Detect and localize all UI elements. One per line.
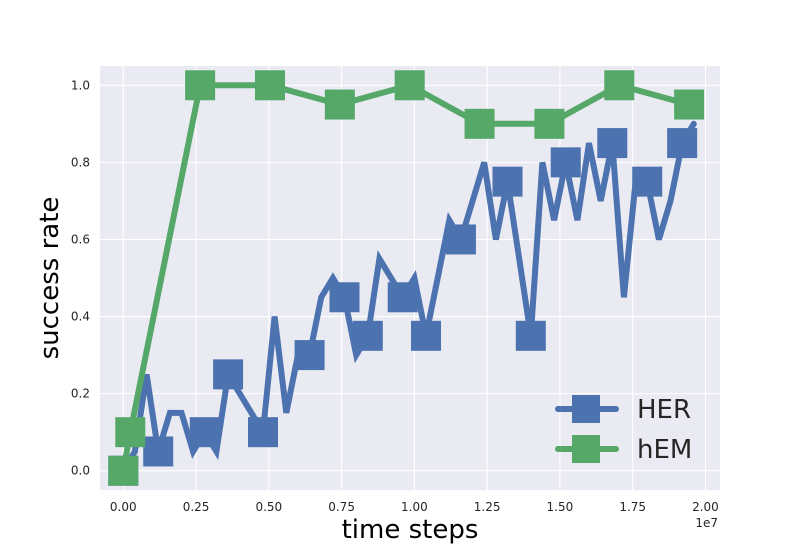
x-tick-label: 0.25 (183, 500, 210, 514)
data-point-hem (394, 70, 425, 101)
data-point-her (189, 417, 220, 448)
legend-marker-hem (572, 435, 600, 463)
x-tick-label: 1.25 (474, 500, 501, 514)
legend-entry-her: HER (555, 395, 691, 425)
x-tick-label: 1.75 (619, 500, 646, 514)
legend-label-hem: hEM (637, 435, 692, 465)
data-point-hem (324, 89, 355, 120)
data-point-hem (108, 455, 139, 486)
data-point-her (352, 320, 383, 351)
x-tick-label: 1.50 (547, 500, 574, 514)
data-point-her (445, 224, 476, 255)
legend-marker-her (572, 395, 600, 423)
x-tick-label: 2.00 (692, 500, 719, 514)
data-point-her (515, 320, 546, 351)
data-point-her (387, 282, 418, 313)
data-point-her (632, 166, 663, 197)
data-point-hem (464, 108, 495, 139)
data-point-her (213, 359, 244, 390)
data-point-her (492, 166, 523, 197)
data-point-hem (534, 108, 565, 139)
data-point-her (248, 417, 279, 448)
x-tick-label: 0.75 (328, 500, 355, 514)
y-tick-label: 0.6 (71, 232, 90, 246)
data-point-hem (115, 417, 146, 448)
series-markers (108, 70, 705, 486)
x-tick-label: 0.00 (110, 500, 137, 514)
data-point-her (667, 128, 698, 159)
data-point-her (294, 340, 325, 371)
data-point-her (550, 147, 581, 178)
y-axis-ticks: 0.0 0.2 0.4 0.6 0.8 1.0 (71, 78, 90, 477)
legend-label-her: HER (637, 395, 691, 425)
y-tick-label: 0.4 (71, 310, 90, 324)
x-axis-offset-label: 1e7 (695, 516, 718, 530)
y-tick-label: 0.2 (71, 387, 90, 401)
x-axis-ticks: 0.00 0.25 0.50 0.75 1.00 1.25 1.50 1.75 2.00 (110, 500, 719, 514)
x-tick-label: 1.00 (401, 500, 428, 514)
data-point-hem (604, 70, 635, 101)
x-tick-label: 0.50 (255, 500, 282, 514)
data-point-her (411, 320, 442, 351)
y-tick-label: 1.0 (71, 78, 90, 92)
legend-entry-hem: hEM (555, 435, 692, 465)
y-axis-label: success rate (35, 197, 65, 360)
data-point-her (597, 128, 628, 159)
data-point-hem (254, 70, 285, 101)
x-axis-label: time steps (342, 515, 479, 545)
legend: HER hEM (555, 395, 692, 465)
y-tick-label: 0.8 (71, 155, 90, 169)
data-point-hem (674, 89, 705, 120)
data-point-her (143, 436, 174, 467)
data-point-hem (185, 70, 216, 101)
series-line-hem (120, 82, 693, 474)
data-point-her (329, 282, 360, 313)
y-tick-label: 0.0 (71, 464, 90, 478)
